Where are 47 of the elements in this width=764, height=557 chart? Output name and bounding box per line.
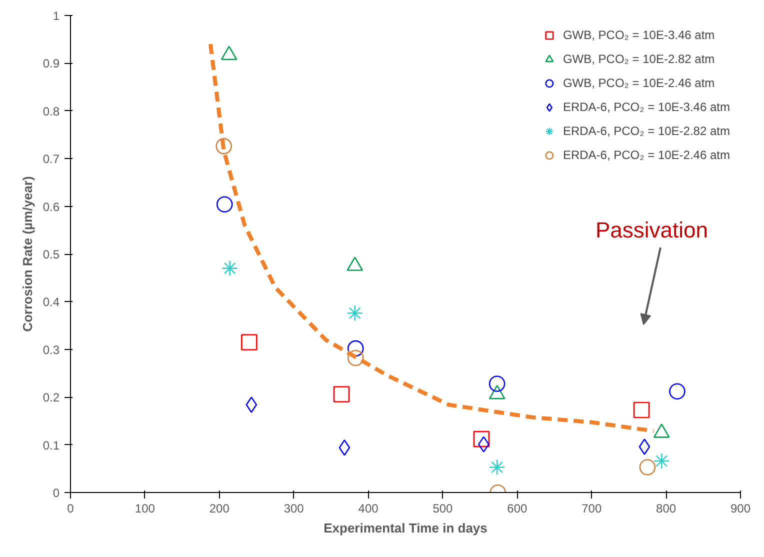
x-tick-label: 200 bbox=[209, 502, 230, 516]
point bbox=[216, 138, 232, 154]
point bbox=[638, 438, 650, 455]
x-tick-label: 500 bbox=[432, 502, 454, 516]
y-tick-label: 0 bbox=[52, 486, 60, 500]
legend-label: ERDA-6, PCO₂ = 10E-2.82 atm bbox=[562, 124, 730, 138]
y-tick-label: 1 bbox=[52, 9, 60, 23]
x-tick-label: 400 bbox=[358, 502, 379, 516]
y-tick-label: 0.7 bbox=[42, 152, 60, 166]
y-tick-label: 0.2 bbox=[42, 390, 60, 405]
point bbox=[669, 383, 686, 400]
point bbox=[653, 452, 670, 470]
legend-label: ERDA-6, PCO₂ = 10E-3.46 atm bbox=[562, 100, 730, 114]
point bbox=[222, 260, 238, 276]
y-tick-label: 0.4 bbox=[42, 295, 60, 310]
y-tick-label: 0.5 bbox=[42, 248, 60, 262]
point bbox=[333, 386, 350, 402]
y-axis-title: Corrosion Rate (µm/year) bbox=[20, 176, 35, 332]
legend-label: ERDA-6, PCO₂ = 10E-2.46 atm bbox=[562, 148, 730, 162]
x-tick-label: 600 bbox=[507, 502, 528, 516]
x-tick-label: 800 bbox=[656, 502, 676, 516]
x-tick-label: 700 bbox=[582, 502, 602, 516]
x-tick-label: 0 bbox=[67, 502, 74, 516]
point bbox=[633, 402, 650, 418]
y-tick-label: 0.9 bbox=[42, 56, 60, 71]
legend-label: GWB, PCO₂ = 10E-2.82 atm bbox=[562, 52, 715, 66]
legend-label: GWB, PCO₂ = 10E-3.46 atm bbox=[562, 28, 715, 42]
x-tick-label: 900 bbox=[730, 502, 751, 516]
y-tick-label: 0.1 bbox=[42, 438, 60, 452]
point bbox=[488, 459, 506, 476]
legend-label: GWB, PCO₂ = 10E-2.46 atm bbox=[562, 76, 715, 90]
y-tick-label: 0.3 bbox=[42, 342, 60, 357]
y-tick-label: 0.6 bbox=[42, 200, 60, 214]
point bbox=[216, 196, 233, 213]
point bbox=[246, 396, 258, 413]
y-tick-label: 0.8 bbox=[42, 104, 60, 118]
x-axis-title: Experimental Time in days bbox=[324, 520, 488, 536]
point bbox=[241, 334, 258, 350]
point bbox=[347, 350, 364, 366]
point bbox=[639, 459, 656, 476]
point bbox=[473, 430, 490, 448]
x-tick-label: 300 bbox=[284, 502, 304, 516]
point bbox=[346, 305, 364, 322]
point bbox=[488, 376, 506, 392]
point bbox=[338, 440, 350, 456]
x-tick-label: 100 bbox=[134, 502, 156, 516]
annotation: Passivation bbox=[596, 218, 708, 242]
